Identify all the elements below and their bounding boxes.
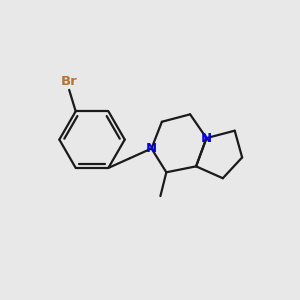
Text: N: N — [201, 132, 212, 145]
Text: Br: Br — [61, 74, 77, 88]
Text: N: N — [146, 142, 157, 155]
